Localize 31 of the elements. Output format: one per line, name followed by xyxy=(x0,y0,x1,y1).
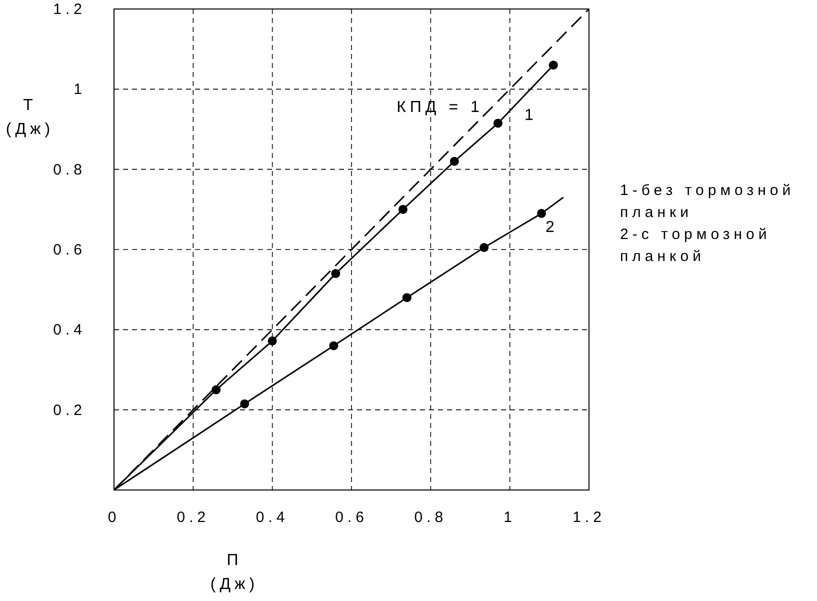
y-tick-label: 0.8 xyxy=(53,161,86,178)
point xyxy=(480,242,489,252)
x-tick-label: 0.2 xyxy=(176,509,210,526)
y-axis-title: Т (Дж) xyxy=(6,97,54,138)
point xyxy=(398,204,408,214)
point xyxy=(402,293,412,302)
y-tick-label: 0.4 xyxy=(53,322,86,339)
point xyxy=(329,341,338,350)
x-tick-label: 0.4 xyxy=(256,509,289,526)
x-axis-title: П (Дж) xyxy=(210,552,259,593)
y-tick-label: 0.6 xyxy=(53,242,86,258)
y-tick-label: 0.2 xyxy=(53,402,86,419)
point xyxy=(240,399,250,408)
point xyxy=(493,118,502,128)
x-tick-label: 1 xyxy=(504,509,516,526)
x-tick-label: 0 xyxy=(108,509,120,526)
point xyxy=(268,336,277,346)
point xyxy=(212,385,221,394)
annotation: 2 xyxy=(546,219,558,236)
point xyxy=(450,156,459,166)
point xyxy=(548,60,558,70)
x-tick-label: 1.2 xyxy=(572,509,606,526)
annotation: 1 xyxy=(524,107,538,124)
x-tick-label: 0.6 xyxy=(335,509,368,526)
annotation: КПД = 1 xyxy=(396,99,484,116)
y-tick-label: 1 xyxy=(74,81,86,98)
x-tick-label: 0.8 xyxy=(414,509,448,526)
text: 1-без тормозной планки 2-с тормозной планкой xyxy=(620,182,795,265)
y-tick-label: 1.2 xyxy=(53,1,86,18)
point xyxy=(331,269,340,278)
point xyxy=(537,208,546,218)
